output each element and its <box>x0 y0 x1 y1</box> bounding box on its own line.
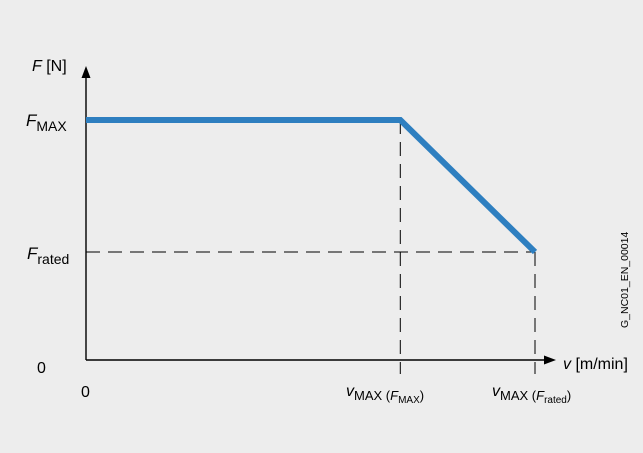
document-code: G_NC01_EN_00014 <box>619 232 631 328</box>
y-axis-arrow <box>81 66 91 78</box>
x-axis-arrow <box>544 355 556 365</box>
x-axis-label: v [m/min] <box>563 356 628 373</box>
y-tick-frated: Frated <box>27 244 69 267</box>
x-tick-vmax-fmax: vMAX (FMAX) <box>346 383 424 406</box>
x-tick-vmax-frated: vMAX (Frated) <box>492 383 571 406</box>
y-tick-zero: 0 <box>37 360 46 377</box>
y-axis-label: F [N] <box>32 58 67 75</box>
x-tick-zero: 0 <box>81 384 90 401</box>
y-tick-fmax: FMAX <box>26 111 67 134</box>
force-velocity-curve <box>86 117 538 255</box>
